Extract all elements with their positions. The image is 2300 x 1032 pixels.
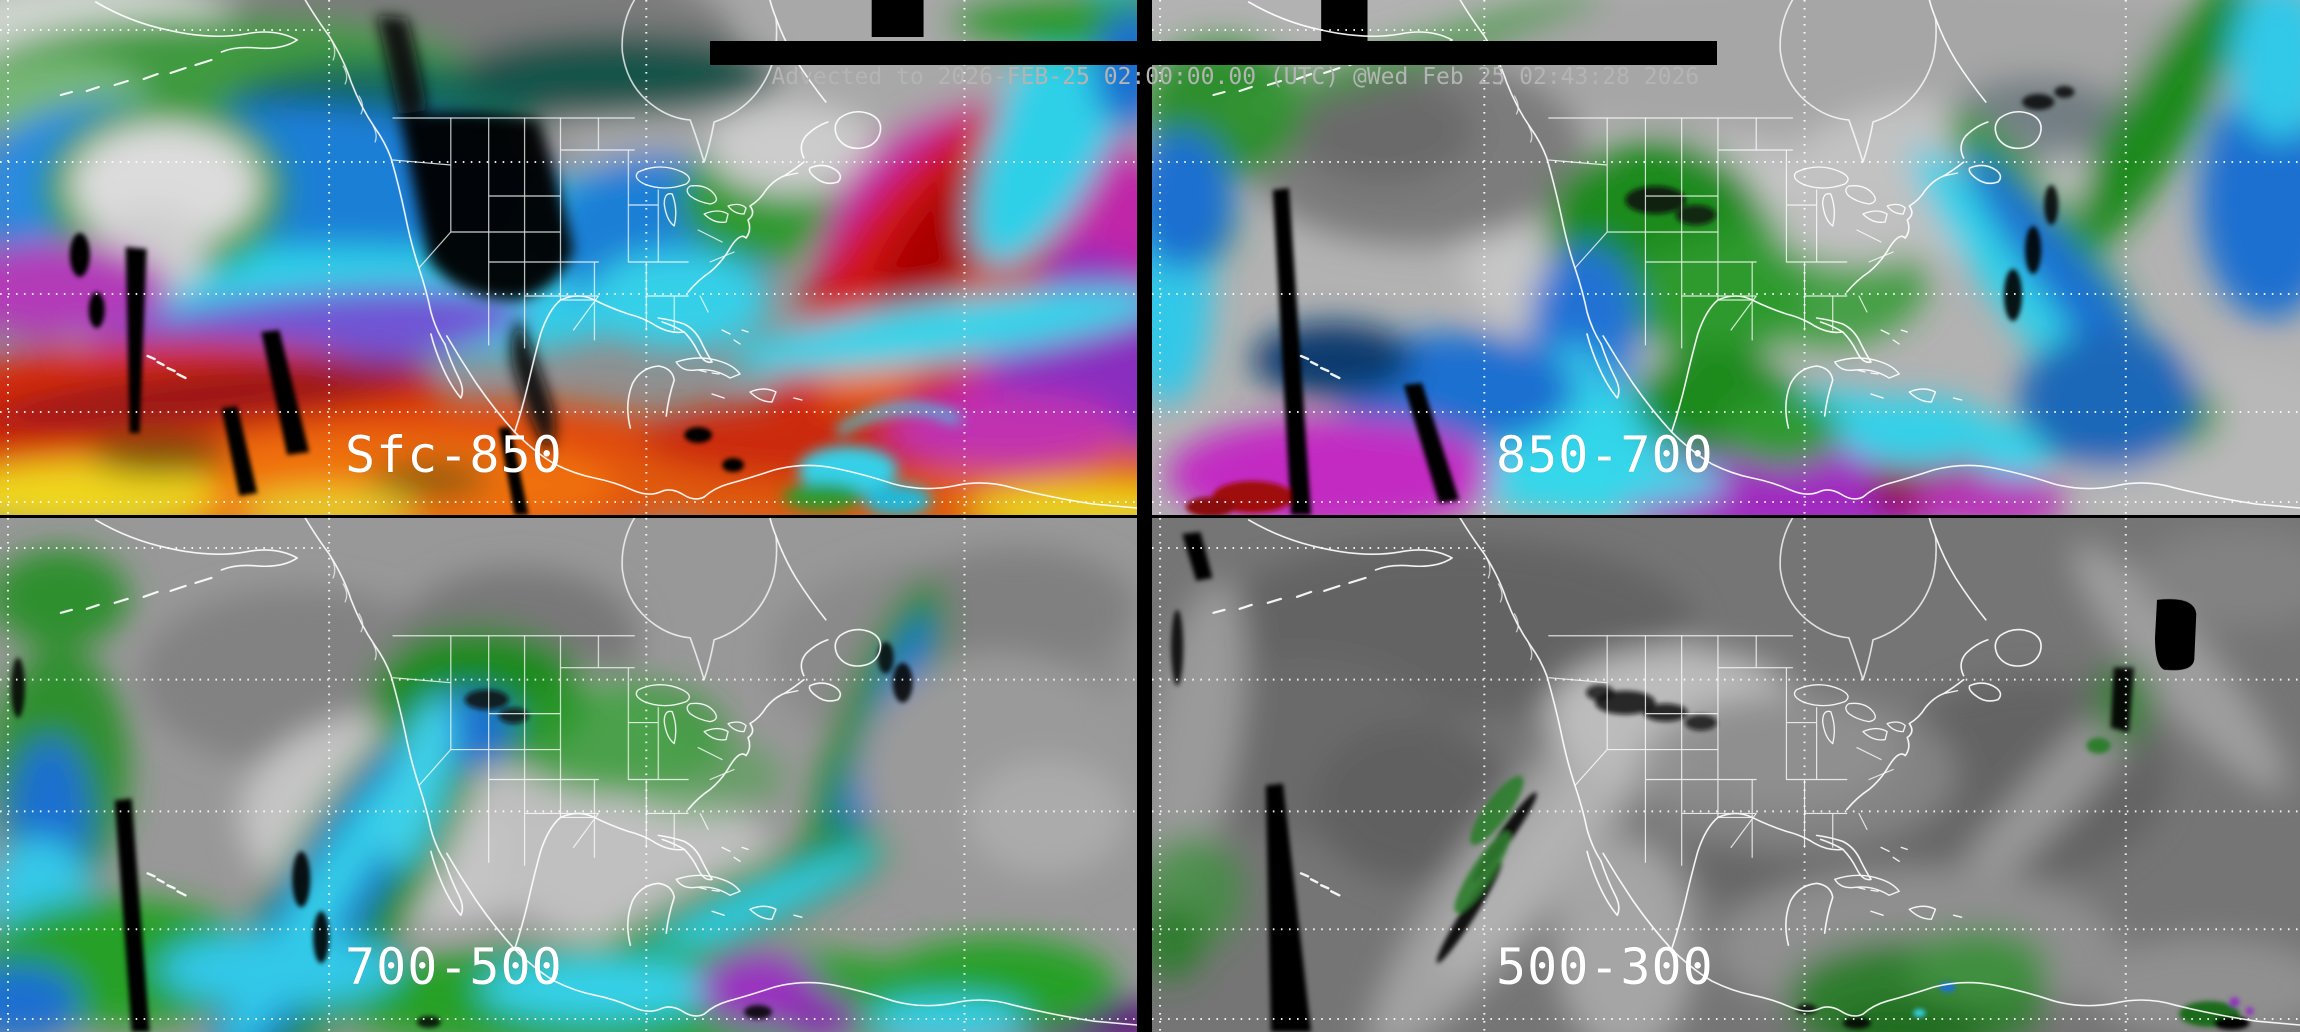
timestamp-bar: Advected to 2026-FEB-25 02:00:00.00 (UTC… bbox=[710, 41, 1718, 89]
panel-label-500-300: 500-300 bbox=[1496, 938, 1714, 996]
panel-label-700-500: 700-500 bbox=[345, 938, 563, 996]
advected-timestamp-text: Advected to 2026-FEB-25 02:00:00.00 (UTC… bbox=[771, 64, 1700, 90]
panel-850-700 bbox=[1152, 0, 2300, 515]
moisture-field-500-300 bbox=[1152, 518, 2300, 1032]
panel-500-300 bbox=[1152, 518, 2300, 1032]
panel-label-sfc-850: Sfc-850 bbox=[345, 426, 563, 484]
moisture-field-700-500 bbox=[0, 518, 1137, 1032]
panel-700-500 bbox=[0, 518, 1137, 1032]
moisture-field-sfc-850 bbox=[0, 0, 1137, 515]
panel-sfc-850 bbox=[0, 0, 1137, 515]
moisture-field-850-700 bbox=[1152, 0, 2300, 515]
panel-label-850-700: 850-700 bbox=[1496, 426, 1714, 484]
